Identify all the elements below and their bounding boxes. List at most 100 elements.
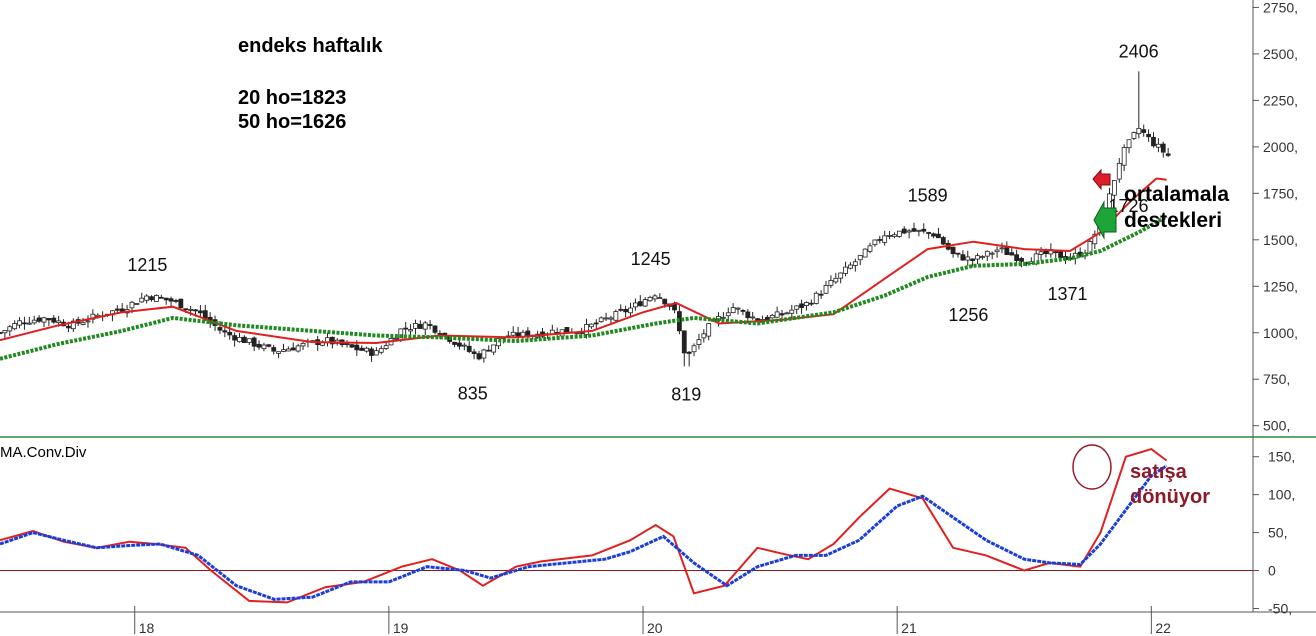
price-level-label: 1215 [127, 255, 167, 275]
candle-body [892, 234, 897, 237]
candle-body [1146, 133, 1151, 138]
candle-body [794, 305, 800, 310]
candle-body [735, 307, 741, 310]
candle-body [1151, 136, 1156, 147]
candle-body [383, 345, 389, 349]
highlight-circle [1072, 444, 1112, 490]
candle-body [642, 299, 648, 307]
candle-body [178, 298, 184, 309]
price-tick-label: 500, [1263, 418, 1290, 434]
candle-body [491, 344, 497, 353]
candle-body [144, 295, 150, 301]
candle-body [197, 310, 203, 314]
candle-body [427, 324, 433, 326]
sell-annotation-line2: dönüyor [1130, 486, 1210, 508]
signal-line [0, 464, 1168, 601]
candlestick-series [0, 71, 1171, 367]
candle-body [173, 300, 179, 302]
candle-body [769, 314, 775, 319]
candle-body [1141, 129, 1147, 133]
candle-body [701, 333, 707, 339]
candle-body [271, 347, 277, 352]
candle-body [70, 320, 76, 330]
candle-body [989, 252, 995, 255]
candle-body [1111, 180, 1117, 196]
ma50-annotation: 50 ho=1626 [238, 111, 346, 133]
candle-body [848, 264, 853, 269]
indicator-tick-label: 50, [1268, 525, 1287, 541]
candle-body [36, 317, 42, 322]
candle-body [1053, 251, 1059, 254]
candle-body [882, 235, 888, 243]
candle-body [867, 245, 873, 252]
candle-body [872, 239, 878, 246]
candle-body [657, 297, 663, 300]
candle-body [1004, 247, 1010, 256]
candle-body [647, 296, 653, 302]
chart-title: endeks haftalık [238, 35, 383, 57]
candle-body [1038, 251, 1044, 255]
candle-body [877, 239, 883, 241]
candle-body [1131, 132, 1137, 139]
ma20-annotation: 20 ho=1823 [238, 87, 346, 109]
candle-body [1160, 143, 1166, 153]
candle-body [789, 309, 795, 314]
candle-body [188, 309, 194, 311]
candle-body [999, 247, 1005, 250]
candle-body [808, 302, 814, 305]
candle-body [276, 351, 281, 354]
price-tick-label: 2000, [1263, 139, 1298, 155]
candle-body [66, 325, 71, 329]
candle-body [232, 335, 238, 341]
indicator-tick-label: 150, [1268, 449, 1295, 465]
candle-body [85, 320, 91, 323]
candle-body [329, 336, 335, 345]
candle-body [80, 322, 86, 325]
candle-body [1165, 153, 1171, 156]
candle-body [393, 337, 399, 340]
price-level-labels: 1215 835 1245 819 1589 1256 1371 2406 1726 [127, 41, 1158, 404]
candle-body [823, 284, 829, 294]
candle-body [134, 303, 140, 305]
indicator-title: MA.Conv.Div [0, 444, 87, 461]
candle-body [960, 254, 966, 261]
candle-body [906, 230, 912, 233]
candle-body [774, 311, 780, 318]
candle-body [241, 336, 247, 343]
candle-body [7, 326, 13, 332]
moving-average-series [0, 177, 1168, 361]
candle-body [510, 331, 516, 336]
candle-body [593, 322, 599, 325]
price-level-label: 819 [671, 384, 701, 404]
candle-body [804, 302, 809, 307]
candle-body [598, 317, 604, 323]
candle-body [354, 344, 360, 351]
candle-body [662, 298, 668, 305]
candle-body [936, 233, 941, 239]
macd-series [0, 447, 1168, 604]
candle-body [940, 237, 946, 245]
candle-body [251, 337, 257, 347]
candle-body [114, 308, 120, 311]
candle-body [344, 343, 350, 345]
candle-body [41, 317, 47, 323]
price-level-label: 2406 [1119, 41, 1159, 61]
candle-body [696, 339, 702, 345]
candle-body [706, 323, 712, 337]
candle-body [828, 280, 834, 286]
x-axis: 18 19 20 21 22 [134, 606, 1171, 636]
candle-body [628, 307, 633, 314]
candle-body [618, 308, 624, 311]
candle-body [290, 347, 296, 351]
candle-body [471, 351, 477, 355]
candle-body [584, 324, 589, 335]
candle-body [237, 336, 242, 343]
candle-body [295, 345, 301, 352]
candle-body [686, 351, 692, 354]
candle-body [740, 310, 746, 312]
candle-body [1009, 252, 1015, 256]
candle-body [921, 228, 927, 232]
candle-body [896, 230, 902, 237]
candle-body [373, 350, 379, 356]
